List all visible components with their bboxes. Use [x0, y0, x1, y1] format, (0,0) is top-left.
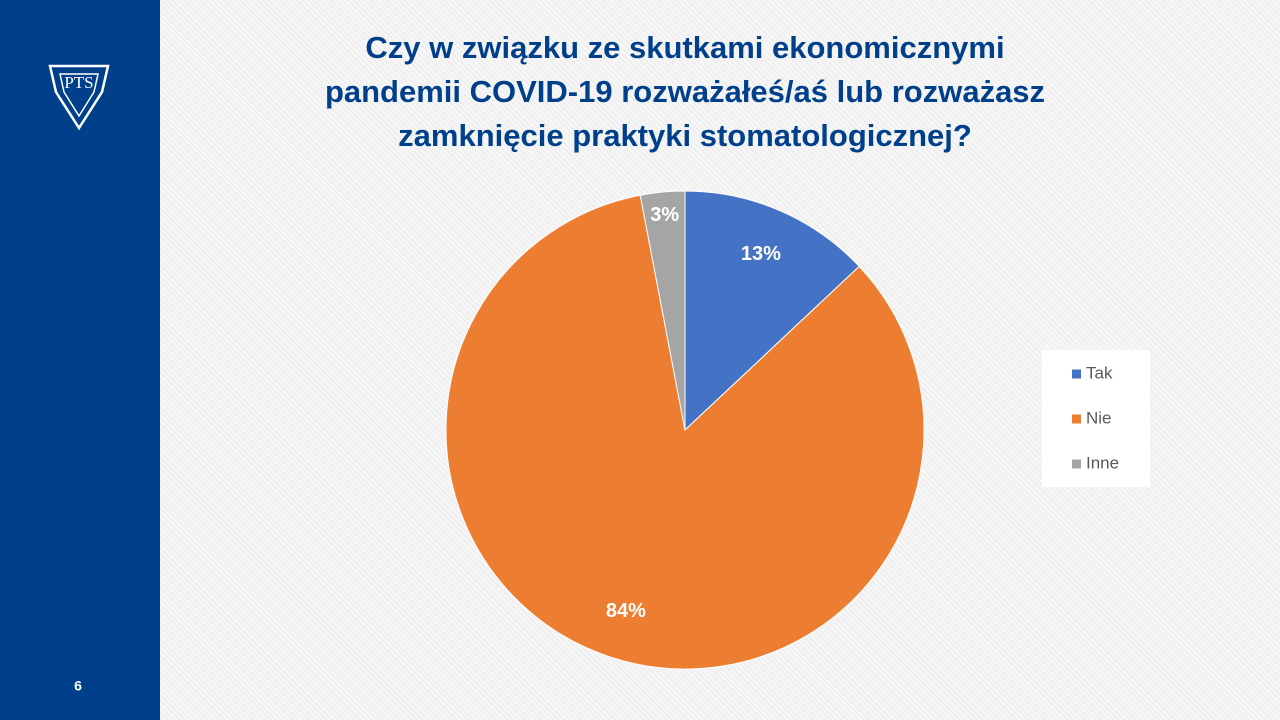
legend-label: Inne: [1086, 453, 1119, 472]
chart-title: pandemii COVID-19 rozważałeś/aś lub rozw…: [325, 74, 1045, 109]
legend-label: Tak: [1086, 363, 1113, 382]
data-label: 3%: [650, 204, 679, 226]
logo-text: PTS: [64, 73, 93, 92]
side-band: [0, 0, 160, 720]
data-label: 13%: [741, 243, 781, 265]
pie-slice: [445, 194, 925, 670]
legend-swatch: [1072, 414, 1081, 424]
legend-box: [1042, 350, 1150, 487]
chart-title: Czy w związku ze skutkami ekonomicznymi: [365, 30, 1004, 65]
data-label: 84%: [606, 600, 646, 622]
pie-slice: [684, 190, 860, 432]
pie-slice: [639, 190, 686, 431]
legend-swatch: [1072, 459, 1081, 469]
legend-swatch: [1072, 369, 1081, 379]
chart-title: zamknięcie praktyki stomatologicznej?: [398, 118, 972, 153]
logo-shape: [48, 64, 110, 131]
slide-number: 6: [74, 678, 82, 694]
legend-label: Nie: [1086, 408, 1112, 427]
